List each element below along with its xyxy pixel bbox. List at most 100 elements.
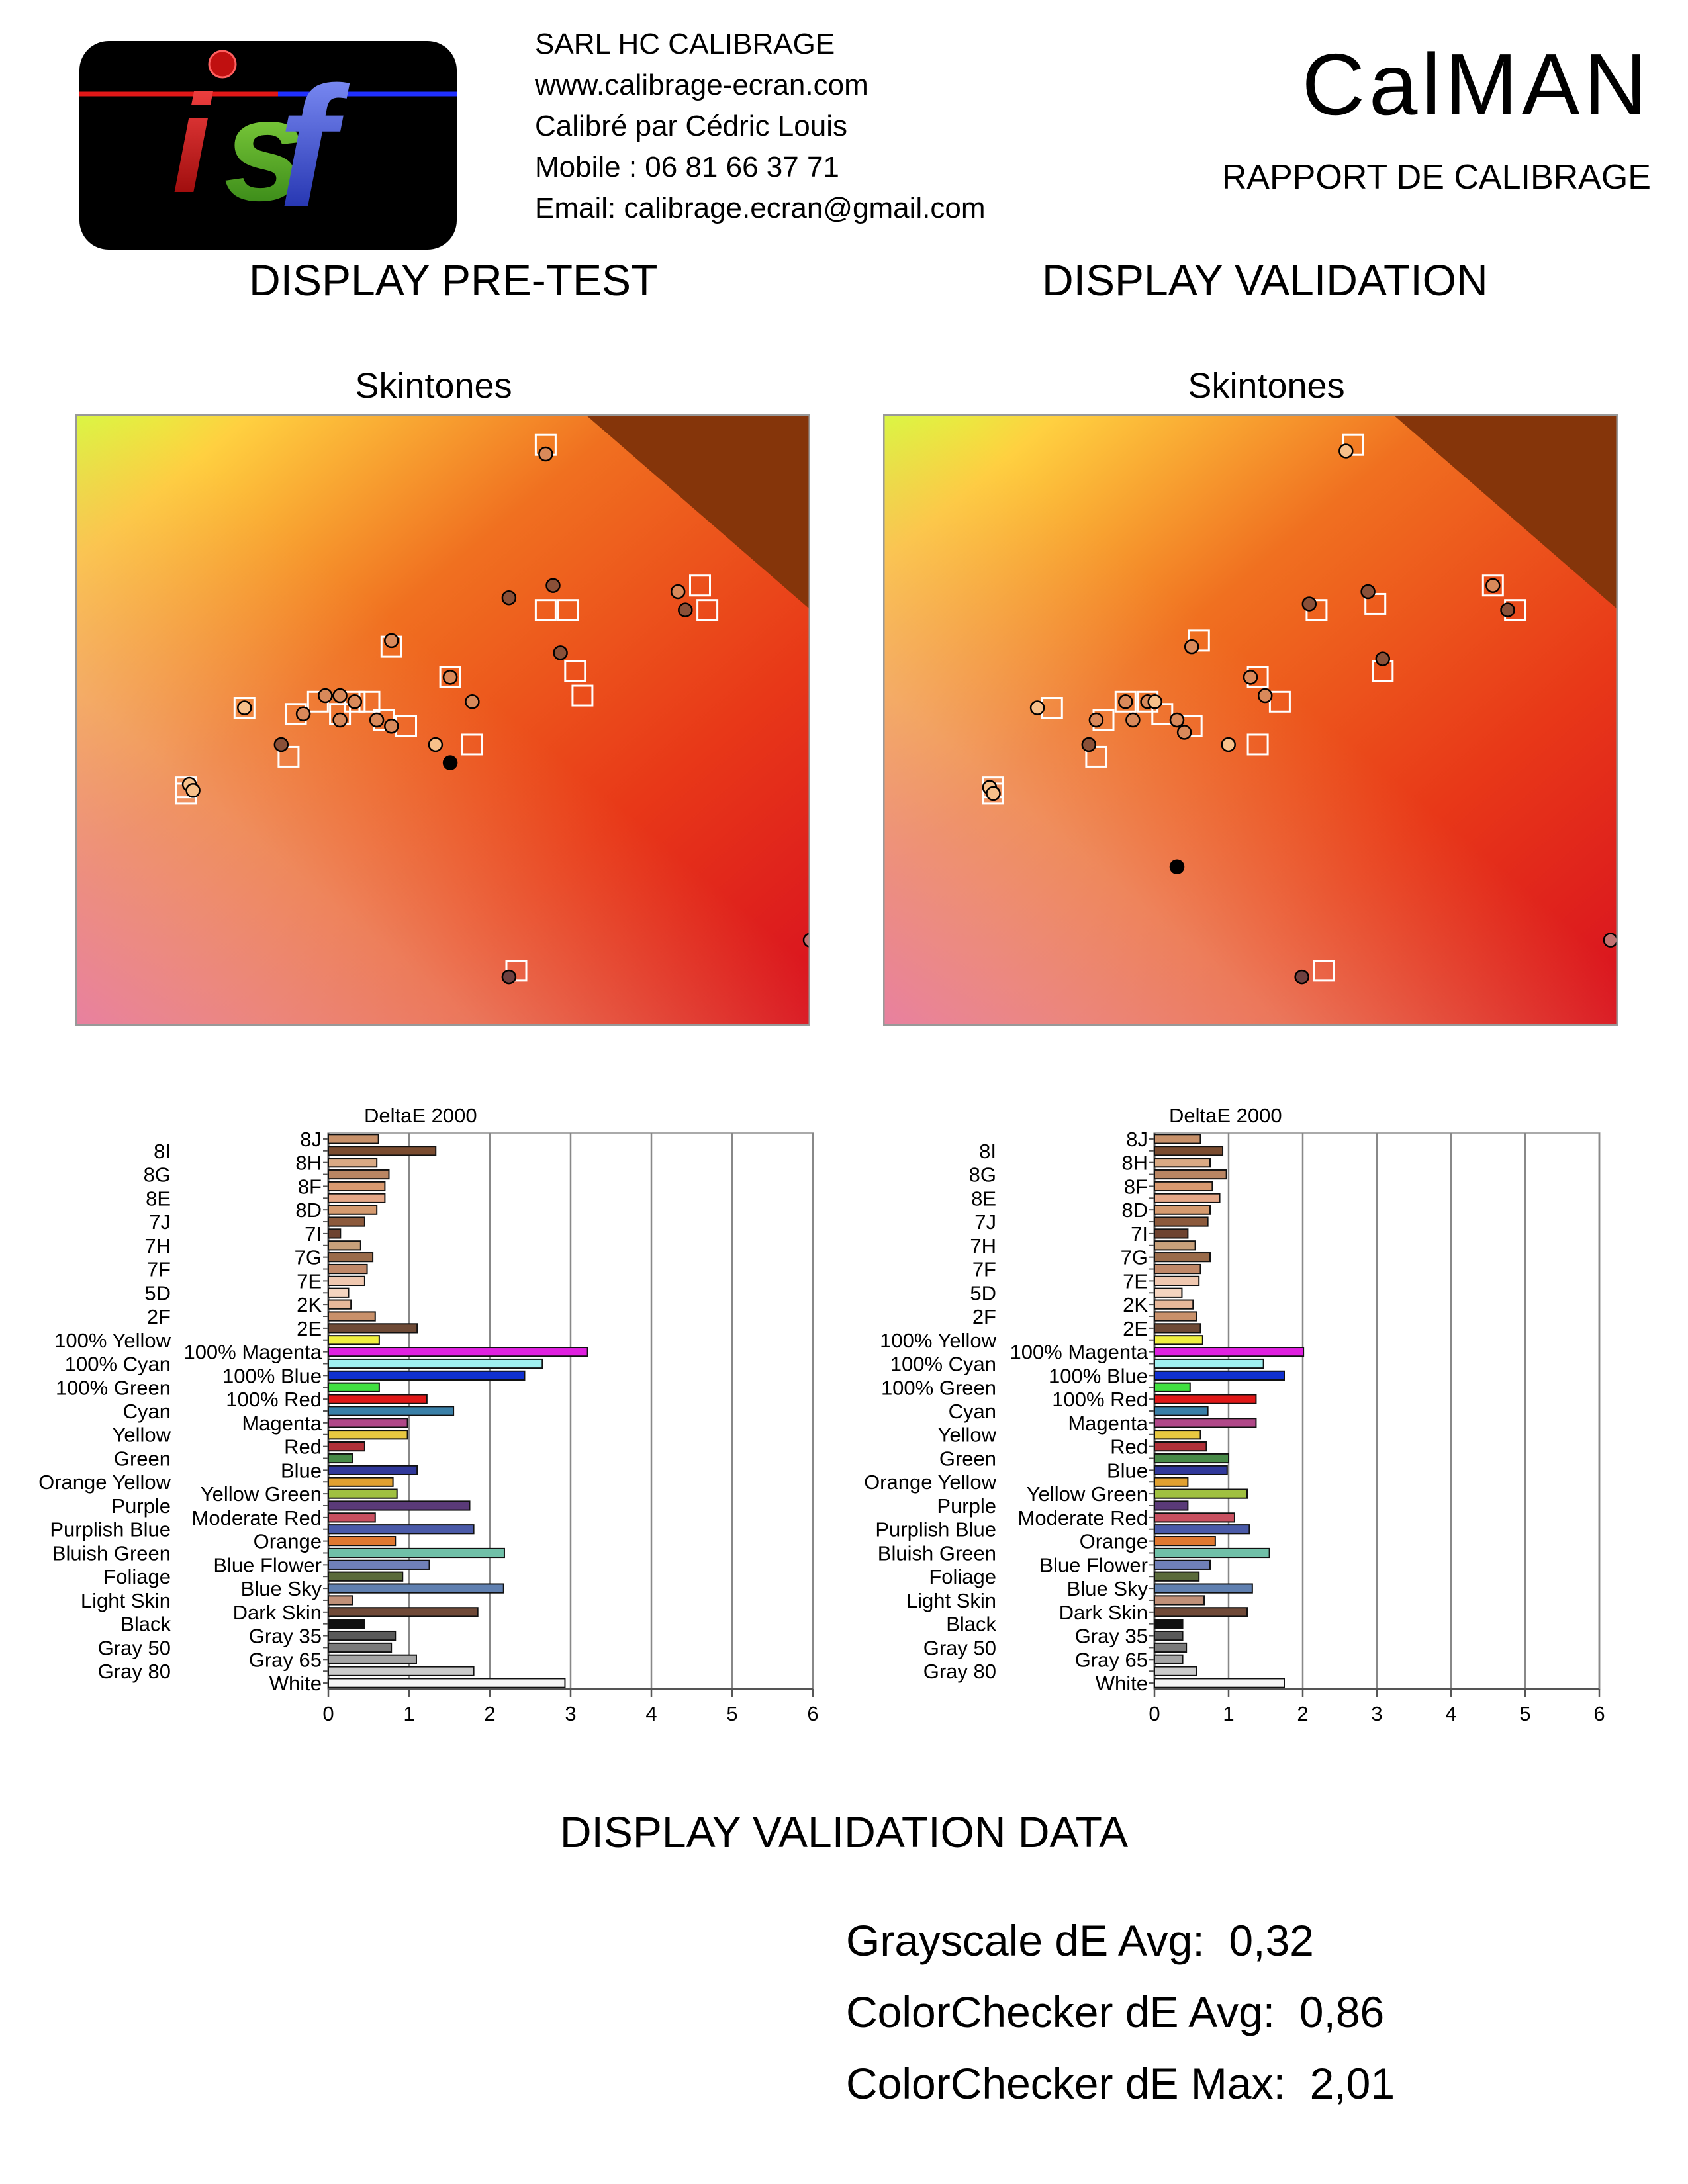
bar [328,1488,398,1499]
bar-label: 7H [970,1234,996,1257]
skintone-point [1029,700,1045,715]
skintone-point [553,645,568,660]
skintone-point [465,694,480,709]
bar [1154,1441,1207,1452]
bar-label: 100% Yellow [54,1329,171,1352]
bar-label: White [269,1672,322,1695]
bar [328,1642,393,1653]
skintone-target [557,599,579,621]
skintone-point [538,446,553,462]
bar-label: 100% Magenta [183,1341,322,1364]
bar [1154,1228,1189,1239]
company-name: SARL HC CALIBRAGE [535,28,835,60]
skintone-point [1301,596,1317,612]
colorchecker-avg-label: ColorChecker dE Avg: [846,1987,1276,2036]
bar-label: 7E [297,1269,322,1293]
bar [328,1370,526,1381]
bar [328,1512,376,1523]
skintone-point [1338,443,1354,459]
skintone-point [347,694,363,709]
bar-label: Gray 80 [923,1660,996,1683]
bar [328,1323,418,1334]
bar [328,1441,365,1452]
bar-label: Green [114,1447,171,1470]
skintone-target [571,684,594,707]
bar [1154,1240,1196,1251]
bar-label: 7E [1123,1269,1148,1293]
email-address[interactable]: Email: calibrage.ecran@gmail.com [535,192,986,224]
bar [328,1418,408,1428]
skintone-point [1294,969,1309,985]
bar [1154,1535,1216,1547]
bar-label: Magenta [242,1412,322,1435]
skintone-point [1221,737,1236,752]
skintone-point [369,712,385,728]
bar [1154,1216,1209,1227]
bar-label: 8J [300,1128,322,1151]
bar [328,1465,418,1475]
bar-label: 8I [979,1140,996,1163]
bar [328,1666,475,1676]
bar [328,1607,479,1617]
bar-label: Purplish Blue [50,1518,171,1541]
x-tick-label: 5 [726,1702,737,1725]
skintone-point [1184,639,1199,655]
bar [328,1630,397,1641]
validation-title: DISPLAY VALIDATION [1042,255,1488,304]
x-tick-label: 2 [484,1702,495,1725]
bar-label: 100% Red [226,1388,322,1411]
colorchecker-avg: ColorChecker dE Avg: 0,86 [846,1976,1395,2048]
bar-label: Cyan [123,1400,171,1423]
validation-data-title: DISPLAY VALIDATION DATA [559,1807,1129,1856]
bar [328,1619,365,1629]
bar-label: 7H [144,1234,171,1257]
bar [328,1299,352,1310]
bar [328,1287,350,1298]
bar-label: Bluish Green [52,1541,171,1565]
bar-label: 7G [1121,1246,1148,1269]
bar-label: 8F [298,1175,322,1198]
skintone-target [439,666,461,688]
bar [1154,1323,1201,1334]
skintone-target [1481,574,1504,597]
pretest-title: DISPLAY PRE-TEST [249,255,658,304]
bar-label: Dark Skin [1059,1601,1148,1624]
bar-label: Red [1110,1435,1148,1459]
bar-label: 8E [146,1187,171,1210]
skintone-point [1088,712,1104,728]
logo-f: f [278,52,351,244]
bar-label: 8E [971,1187,996,1210]
skintone-point [1169,712,1185,728]
bar [328,1358,543,1369]
skintone-point [501,590,517,606]
bar [1154,1607,1248,1617]
skintone-point [501,969,517,985]
bar [328,1193,386,1203]
bar [328,1347,588,1357]
bar-label: Orange Yellow [864,1471,997,1494]
bar-label: Orange Yellow [38,1471,171,1494]
bar-label: Gray 80 [98,1660,171,1683]
bar [1154,1477,1189,1487]
bar-label: 7I [305,1222,322,1246]
x-tick-label: 1 [1223,1702,1234,1725]
skintone-target [233,697,256,719]
bar [1154,1654,1184,1664]
bar-label: 7I [1131,1222,1148,1246]
skintone-point [1147,694,1162,709]
bar-label: 7F [147,1258,171,1281]
bar [328,1595,353,1606]
bar-label: Cyan [949,1400,996,1423]
skintone-point [1081,737,1097,752]
skintone-point [1169,859,1185,875]
bar [1154,1630,1184,1641]
bar-label: 7J [974,1210,996,1234]
skintone-point [1360,584,1376,600]
bar-label: Bluish Green [878,1541,996,1565]
x-tick-label: 5 [1519,1702,1530,1725]
company-website[interactable]: www.calibrage-ecran.com [535,69,868,101]
bar-label: 100% Blue [1049,1364,1148,1387]
bar [1154,1382,1191,1392]
skintone-point [318,688,333,704]
bar [1154,1678,1285,1688]
